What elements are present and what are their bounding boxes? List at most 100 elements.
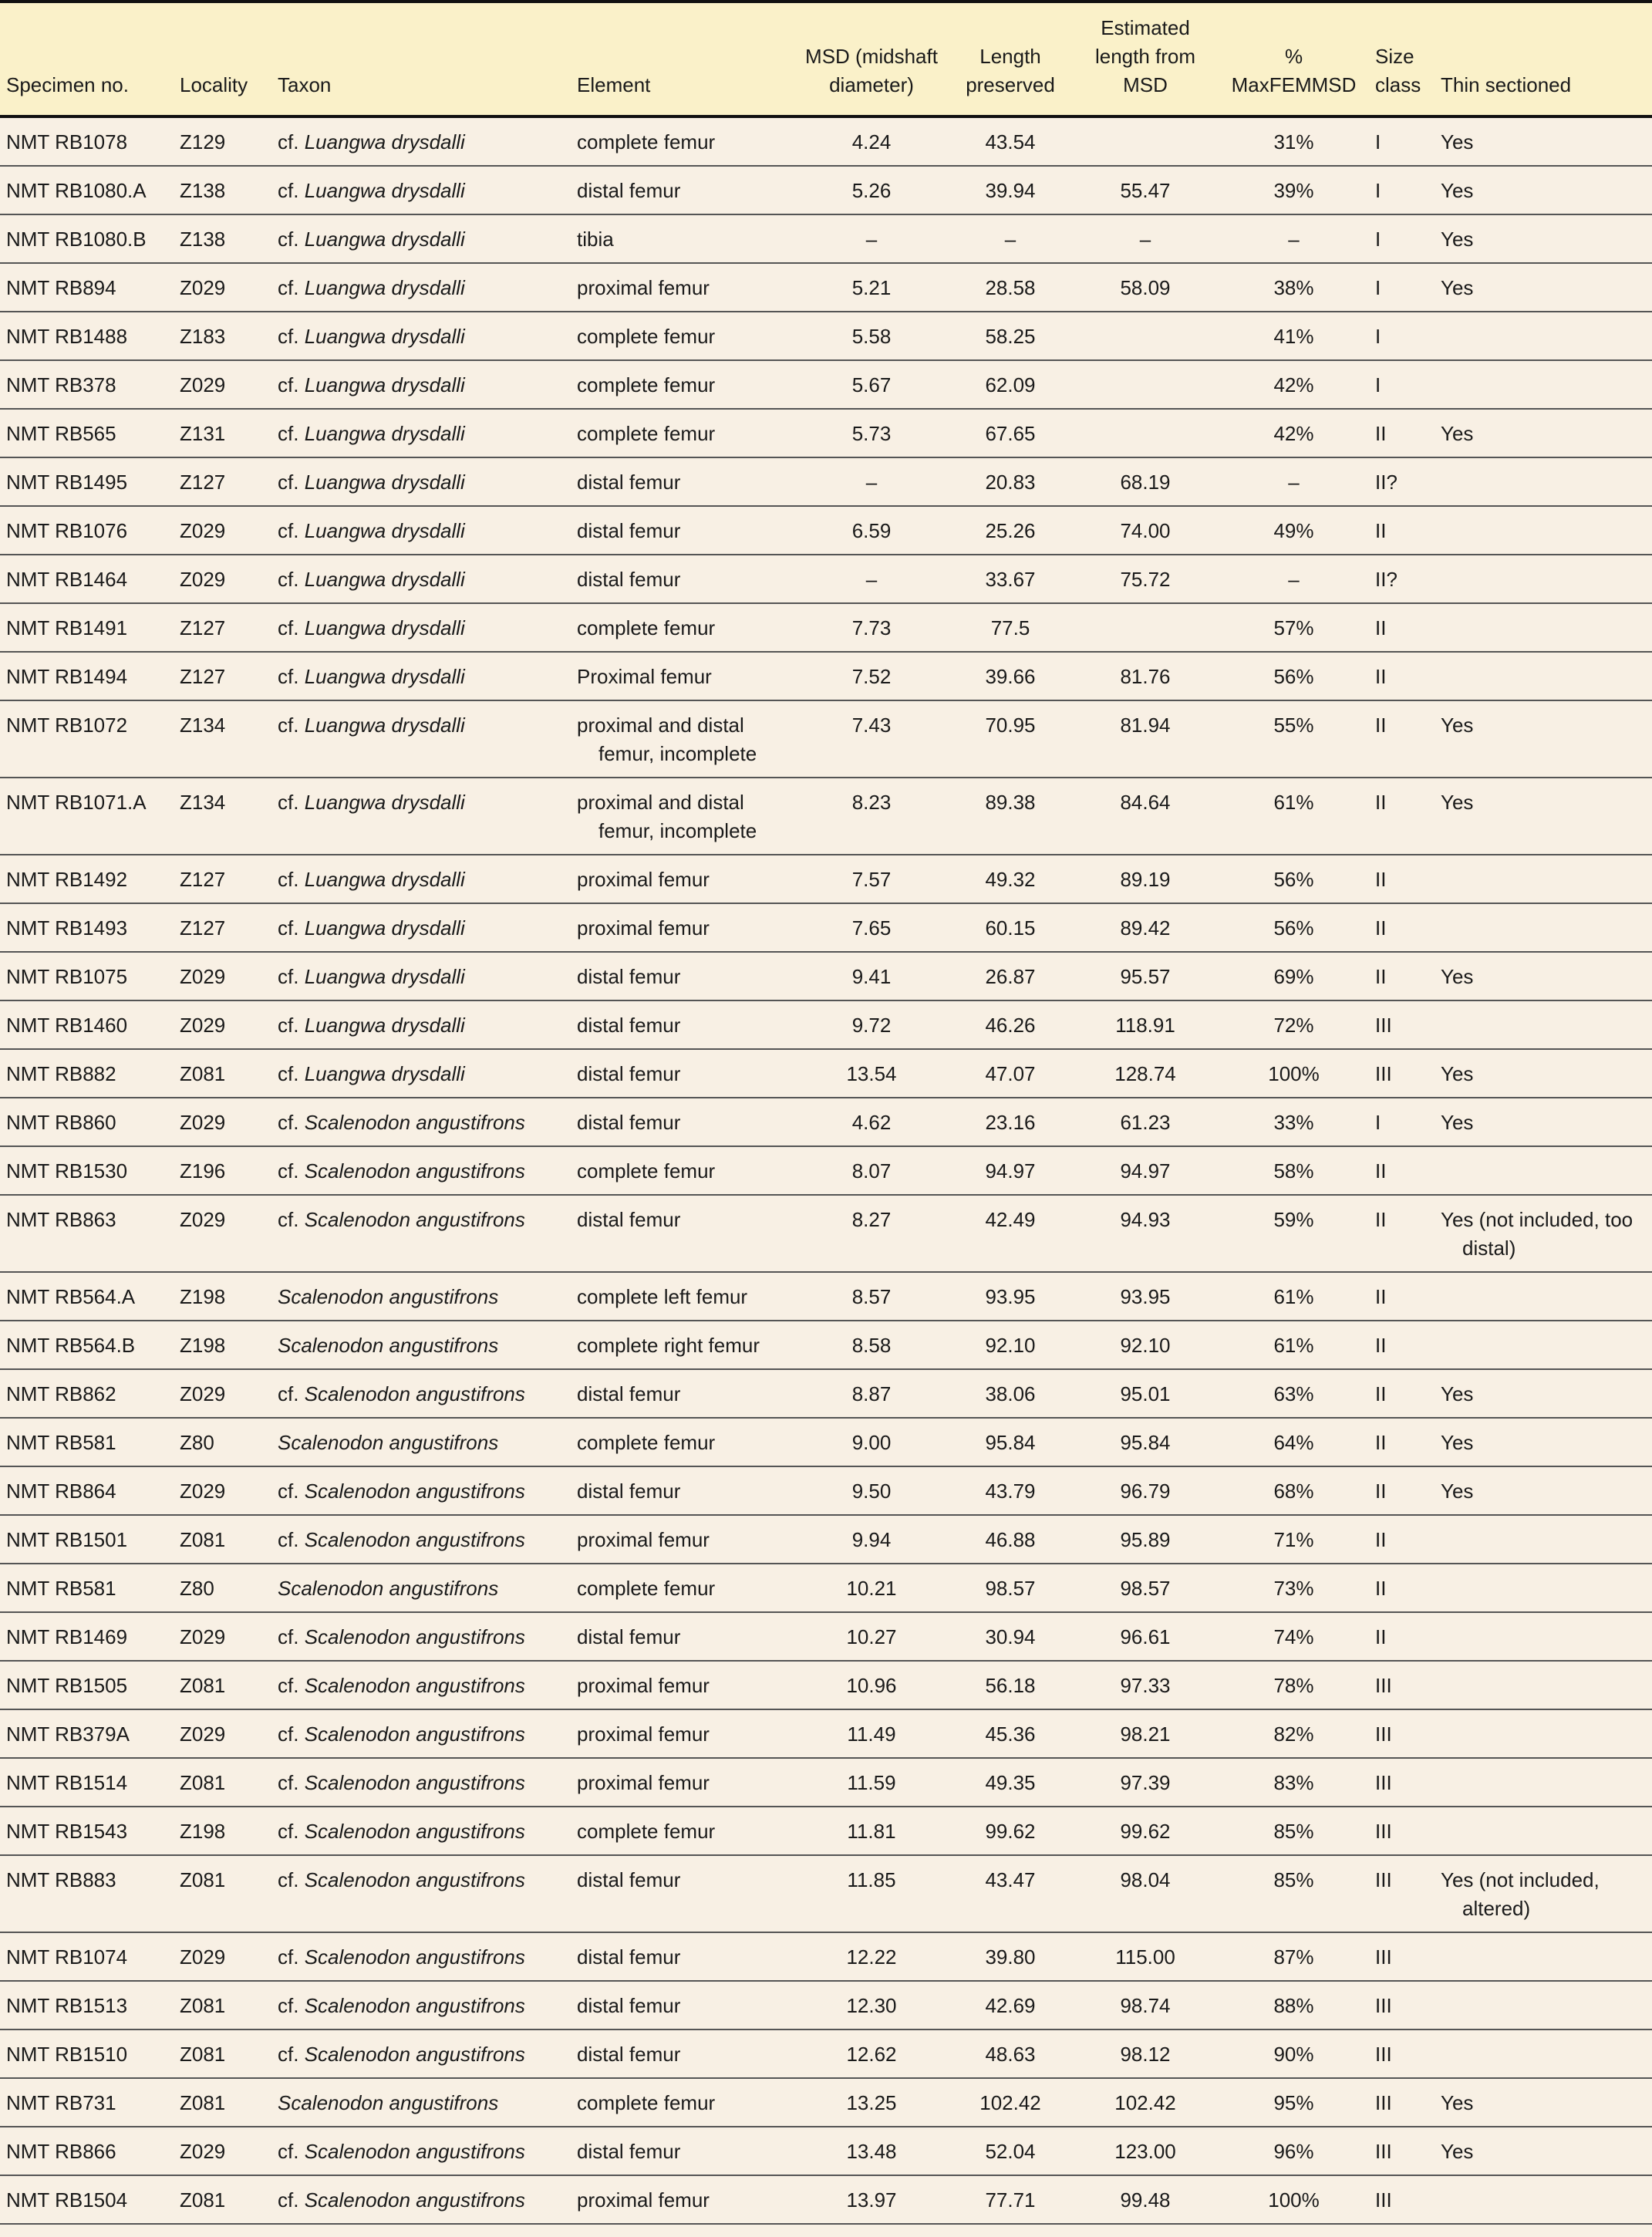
cell-taxon: cf. Luangwa drysdalli xyxy=(271,1000,571,1049)
cell-msd: 10.27 xyxy=(846,1625,897,1648)
cell-pct-maxfemmsd: 61% xyxy=(1273,791,1314,814)
table-row: NMT RB1543 Z198 cf. Scalenodon angustifron… xyxy=(0,1807,1652,1855)
cell-pct-maxfemmsd: 31% xyxy=(1273,130,1314,154)
taxon-name: Luangwa drysdalli xyxy=(304,519,465,542)
element-text: complete femur xyxy=(577,616,716,639)
cell-pct-maxfemmsd: 78% xyxy=(1273,1674,1314,1697)
cell-msd: 13.54 xyxy=(846,1062,897,1085)
cell-estimated-length: 94.97 xyxy=(1120,1159,1171,1183)
cell-size-class: II xyxy=(1375,1285,1387,1308)
cell-locality: Z081 xyxy=(180,2188,226,2212)
cell-length: 58.25 xyxy=(985,325,1036,348)
cell-locality: Z029 xyxy=(180,519,226,542)
cell-size-class: III xyxy=(1375,1868,1392,1891)
cell-taxon: cf. Luangwa drysdalli xyxy=(271,952,571,1000)
table-row: NMT RB379A Z029 cf. Scalenodon angustifron… xyxy=(0,1709,1652,1758)
taxon-name: Scalenodon angustifrons xyxy=(304,2188,525,2212)
cell-taxon: cf. Scalenodon angustifrons xyxy=(271,1855,571,1932)
header-estimated-length: Estimated length from MSD xyxy=(1094,16,1196,96)
cell-estimated-length: 75.72 xyxy=(1120,568,1171,591)
taxon-prefix: cf. xyxy=(278,2043,299,2066)
cell-pct-maxfemmsd: 56% xyxy=(1273,665,1314,688)
cell-length: 60.15 xyxy=(985,916,1036,940)
cell-thin-sectioned xyxy=(1435,1709,1652,1758)
cell-length: 38.06 xyxy=(985,1382,1036,1405)
cell-element: distal femur xyxy=(571,2029,794,2078)
taxon-prefix: cf. xyxy=(278,1159,299,1183)
cell-length: 67.65 xyxy=(985,422,1036,445)
cell-pct-maxfemmsd: 90% xyxy=(1273,2043,1314,2066)
cell-length: 45.36 xyxy=(985,1722,1036,1746)
cell-msd: 5.21 xyxy=(851,276,892,299)
cell-msd: 7.57 xyxy=(851,868,892,891)
cell-specimen: NMT RB1501 xyxy=(6,1528,128,1551)
cell-size-class: III xyxy=(1375,1994,1392,2017)
cell-locality: Z196 xyxy=(180,1159,226,1183)
cell-pct-maxfemmsd: 71% xyxy=(1273,1528,1314,1551)
cell-length: 48.63 xyxy=(985,2043,1036,2066)
cell-estimated-length: 102.42 xyxy=(1114,2091,1176,2114)
cell-locality: Z081 xyxy=(180,1868,226,1891)
taxon-name: Luangwa drysdalli xyxy=(304,868,465,891)
cell-thin-sectioned xyxy=(1435,1000,1652,1049)
taxon-prefix: cf. xyxy=(278,422,299,445)
cell-length: 99.62 xyxy=(985,1820,1036,1843)
cell-pct-maxfemmsd: 83% xyxy=(1273,1771,1314,1794)
cell-element: complete femur xyxy=(571,312,794,360)
table-header: Specimen no. Locality Taxon Element MSD … xyxy=(0,2,1652,116)
element-text: complete femur xyxy=(577,373,716,396)
cell-element: Proximal femur xyxy=(571,652,794,700)
cell-specimen: NMT RB564.B xyxy=(6,1334,136,1357)
cell-estimated-length: 98.21 xyxy=(1120,1722,1171,1746)
cell-taxon: cf. Scalenodon angustifrons xyxy=(271,1758,571,1807)
cell-size-class: I xyxy=(1375,179,1381,202)
table-row: NMT RB1492 Z127 cf. Luangwa drysdalli proxi… xyxy=(0,855,1652,903)
cell-estimated-length: 99.48 xyxy=(1120,2188,1171,2212)
cell-msd: 11.81 xyxy=(847,1820,896,1843)
cell-size-class: II xyxy=(1375,791,1387,814)
cell-length: 93.95 xyxy=(985,1285,1036,1308)
cell-pct-maxfemmsd: 42% xyxy=(1273,422,1314,445)
cell-thin-sectioned: Yes xyxy=(1435,409,1652,457)
cell-locality: Z198 xyxy=(180,1820,226,1843)
cell-msd: 8.58 xyxy=(851,1334,892,1357)
table-row: NMT RB581 Z80 Scalenodon angustifrons compl… xyxy=(0,1418,1652,1466)
cell-size-class: III xyxy=(1375,2140,1392,2163)
cell-msd: 5.58 xyxy=(851,325,892,348)
cell-element: distal femur xyxy=(571,1195,794,1272)
taxon-prefix: cf. xyxy=(278,1014,299,1037)
cell-estimated-length: 74.00 xyxy=(1120,519,1171,542)
taxon-prefix: cf. xyxy=(278,965,299,988)
cell-length: 30.94 xyxy=(985,1625,1036,1648)
element-text: proximal femur xyxy=(577,1674,710,1697)
taxon-name: Scalenodon angustifrons xyxy=(304,1945,525,1969)
cell-msd: 12.30 xyxy=(846,1994,897,2017)
cell-specimen: NMT RB1072 xyxy=(6,714,128,737)
cell-thin-sectioned: Yes xyxy=(1435,2078,1652,2127)
header-pct-maxfemmsd: % MaxFEMMSD xyxy=(1231,45,1357,96)
element-text: distal femur xyxy=(577,1945,681,1969)
cell-specimen: NMT RB866 xyxy=(6,2140,116,2163)
cell-pct-maxfemmsd: 57% xyxy=(1273,616,1314,639)
taxon-prefix: cf. xyxy=(278,665,299,688)
thin-sectioned-text: Yes (not included, altered) xyxy=(1441,1868,1600,1920)
cell-taxon: cf. Luangwa drysdalli xyxy=(271,214,571,263)
cell-thin-sectioned: Yes xyxy=(1435,778,1652,855)
element-text: distal femur xyxy=(577,1208,681,1231)
table-row: NMT RB731 Z081 Scalenodon angustifrons comp… xyxy=(0,2078,1652,2127)
cell-length: 70.95 xyxy=(985,714,1036,737)
cell-locality: Z029 xyxy=(180,373,226,396)
cell-length: 98.57 xyxy=(985,1577,1036,1600)
element-text: proximal femur xyxy=(577,868,710,891)
cell-pct-maxfemmsd: – xyxy=(1288,471,1300,494)
table-row: NMT RB1514 Z081 cf. Scalenodon angustifron… xyxy=(0,1758,1652,1807)
cell-pct-maxfemmsd: 56% xyxy=(1273,868,1314,891)
taxon-name: Luangwa drysdalli xyxy=(304,179,465,202)
cell-msd: 6.59 xyxy=(851,519,892,542)
cell-size-class: I xyxy=(1375,325,1381,348)
thin-sectioned-text: Yes xyxy=(1441,1062,1474,1085)
table-row: NMT RB860 Z029 cf. Scalenodon angustifrons… xyxy=(0,1098,1652,1146)
taxon-name: Scalenodon angustifrons xyxy=(304,2140,525,2163)
cell-estimated-length: 118.91 xyxy=(1115,1014,1175,1037)
table-row: NMT RB1505 Z081 cf. Scalenodon angustifron… xyxy=(0,1661,1652,1709)
